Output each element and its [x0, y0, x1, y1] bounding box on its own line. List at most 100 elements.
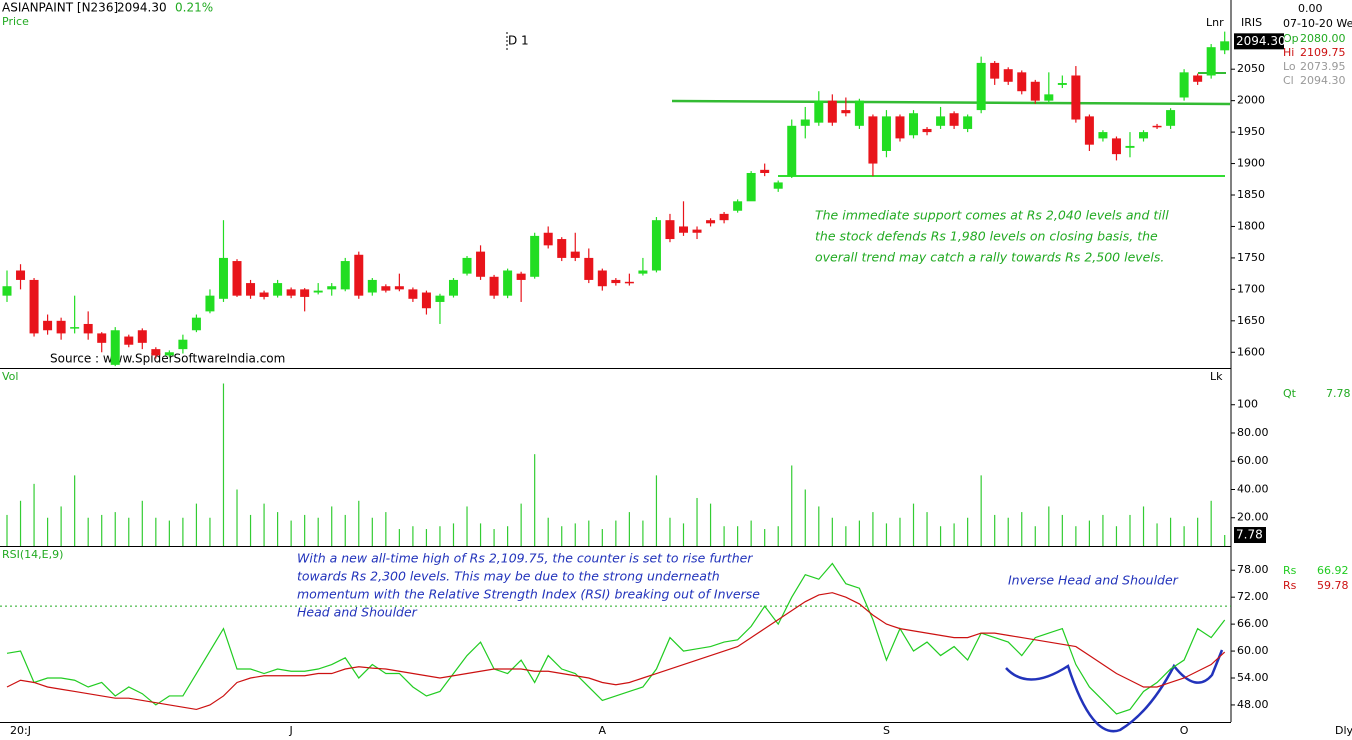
- candle-body: [814, 100, 824, 123]
- change: 0.21%: [175, 1, 213, 15]
- candle-body: [1193, 75, 1203, 82]
- candle-body: [381, 286, 391, 291]
- candle-body: [218, 257, 228, 299]
- x-tick-label: A: [599, 724, 607, 737]
- panel-title: Vol: [2, 370, 18, 383]
- x-tick-label: O: [1180, 724, 1189, 737]
- candle-body: [29, 279, 39, 334]
- candle-body: [584, 257, 594, 280]
- legend-value: 59.78: [1317, 579, 1349, 592]
- candle-body: [97, 333, 107, 343]
- frequency: Dly: [1335, 724, 1352, 737]
- candle-body: [273, 283, 283, 296]
- candle-body: [679, 226, 688, 233]
- x-tick-label: J: [289, 724, 293, 737]
- candle-body: [205, 295, 215, 312]
- y-tick-label: 54.00: [1237, 671, 1269, 684]
- candle-body: [1030, 81, 1040, 101]
- candle-body: [1003, 69, 1013, 82]
- candle-body: [543, 232, 553, 246]
- lookup: Lk: [1210, 370, 1223, 383]
- info-label: Cl: [1283, 74, 1294, 87]
- annotation: Head and Shoulder: [297, 605, 418, 620]
- candle-body: [232, 261, 242, 296]
- candle-body: [124, 336, 134, 345]
- candle-body: [83, 323, 93, 334]
- y-tick-label: 100: [1237, 398, 1258, 411]
- y-tick-label: 1800: [1237, 219, 1265, 232]
- candle-body: [462, 257, 472, 274]
- candle-body: [868, 116, 878, 164]
- corner-value: 0.00: [1298, 2, 1323, 15]
- annotation: With a new all-time high of Rs 2,109.75,…: [297, 551, 753, 566]
- candle-body: [246, 283, 256, 296]
- last-price-label: 2094.30: [1236, 34, 1286, 48]
- candle-body: [1057, 83, 1067, 85]
- y-tick-label: 48.00: [1237, 698, 1269, 711]
- candle-body: [936, 116, 946, 126]
- pattern-label: Inverse Head and Shoulder: [1008, 573, 1179, 588]
- symbol: ASIANPAINT [N236]: [2, 1, 118, 15]
- last-volume-label: 7.78: [1236, 528, 1263, 542]
- candle-body: [421, 292, 431, 309]
- annotation: The immediate support comes at Rs 2,040 …: [815, 208, 1169, 223]
- candle-body: [354, 254, 364, 296]
- last-price: 2094.30: [117, 1, 167, 15]
- y-tick-label: 1750: [1237, 251, 1265, 264]
- candle-body: [164, 352, 174, 356]
- candle-body: [16, 270, 26, 280]
- x-tick-label: S: [883, 724, 890, 737]
- candle-body: [448, 279, 458, 296]
- legend-value: 66.92: [1317, 564, 1349, 577]
- legend-label: Qt: [1283, 387, 1297, 400]
- y-tick-label: 60.00: [1237, 644, 1269, 657]
- candle-body: [733, 201, 743, 211]
- candle-body: [841, 110, 851, 114]
- y-tick-label: 40.00: [1237, 482, 1269, 495]
- scale-mode: Lnr: [1206, 16, 1224, 29]
- candle-body: [137, 330, 147, 343]
- annotation: towards Rs 2,300 levels. This may be due…: [297, 569, 720, 584]
- candle-body: [827, 100, 837, 123]
- candle-body: [990, 62, 1000, 79]
- y-tick-label: 80.00: [1237, 426, 1269, 439]
- candle-body: [327, 286, 337, 290]
- candle-body: [367, 279, 377, 293]
- candle-body: [692, 229, 702, 233]
- legend-label: Rs: [1283, 564, 1297, 577]
- y-tick-label: 1850: [1237, 188, 1265, 201]
- candle-body: [557, 239, 567, 258]
- candle-body: [300, 289, 310, 297]
- y-tick-label: 1700: [1237, 282, 1265, 295]
- y-tick-label: 60.00: [1237, 454, 1269, 467]
- y-tick-label: 20.00: [1237, 511, 1269, 524]
- source: Source : www.SpiderSoftwareIndia.com: [50, 352, 285, 366]
- y-tick-label: 1650: [1237, 314, 1265, 327]
- candle-body: [259, 292, 269, 297]
- y-tick-label: 66.00: [1237, 617, 1269, 630]
- candle-body: [178, 339, 188, 350]
- candle-body: [286, 289, 296, 296]
- y-tick-label: 72.00: [1237, 590, 1269, 603]
- candle-body: [1044, 94, 1054, 101]
- candle-body: [489, 276, 499, 296]
- candle-body: [719, 213, 729, 221]
- candle-body: [151, 349, 161, 356]
- y-tick-label: 1600: [1237, 345, 1265, 358]
- candle-body: [43, 320, 53, 331]
- y-tick-label: 78.00: [1237, 563, 1269, 576]
- candle-body: [706, 220, 716, 224]
- y-tick-label: 2000: [1237, 94, 1265, 107]
- info-value: 2080.00: [1300, 32, 1346, 45]
- annotation: the stock defends Rs 1,980 levels on clo…: [815, 229, 1158, 244]
- candle-body: [1111, 138, 1121, 155]
- candle-body: [746, 172, 756, 202]
- annotation: momentum with the Relative Strength Inde…: [297, 587, 760, 602]
- candle-body: [1139, 132, 1149, 139]
- candle-body: [1098, 132, 1108, 139]
- rsi-line: [6, 592, 1226, 711]
- candle-body: [963, 116, 973, 129]
- candle-body: [408, 289, 418, 299]
